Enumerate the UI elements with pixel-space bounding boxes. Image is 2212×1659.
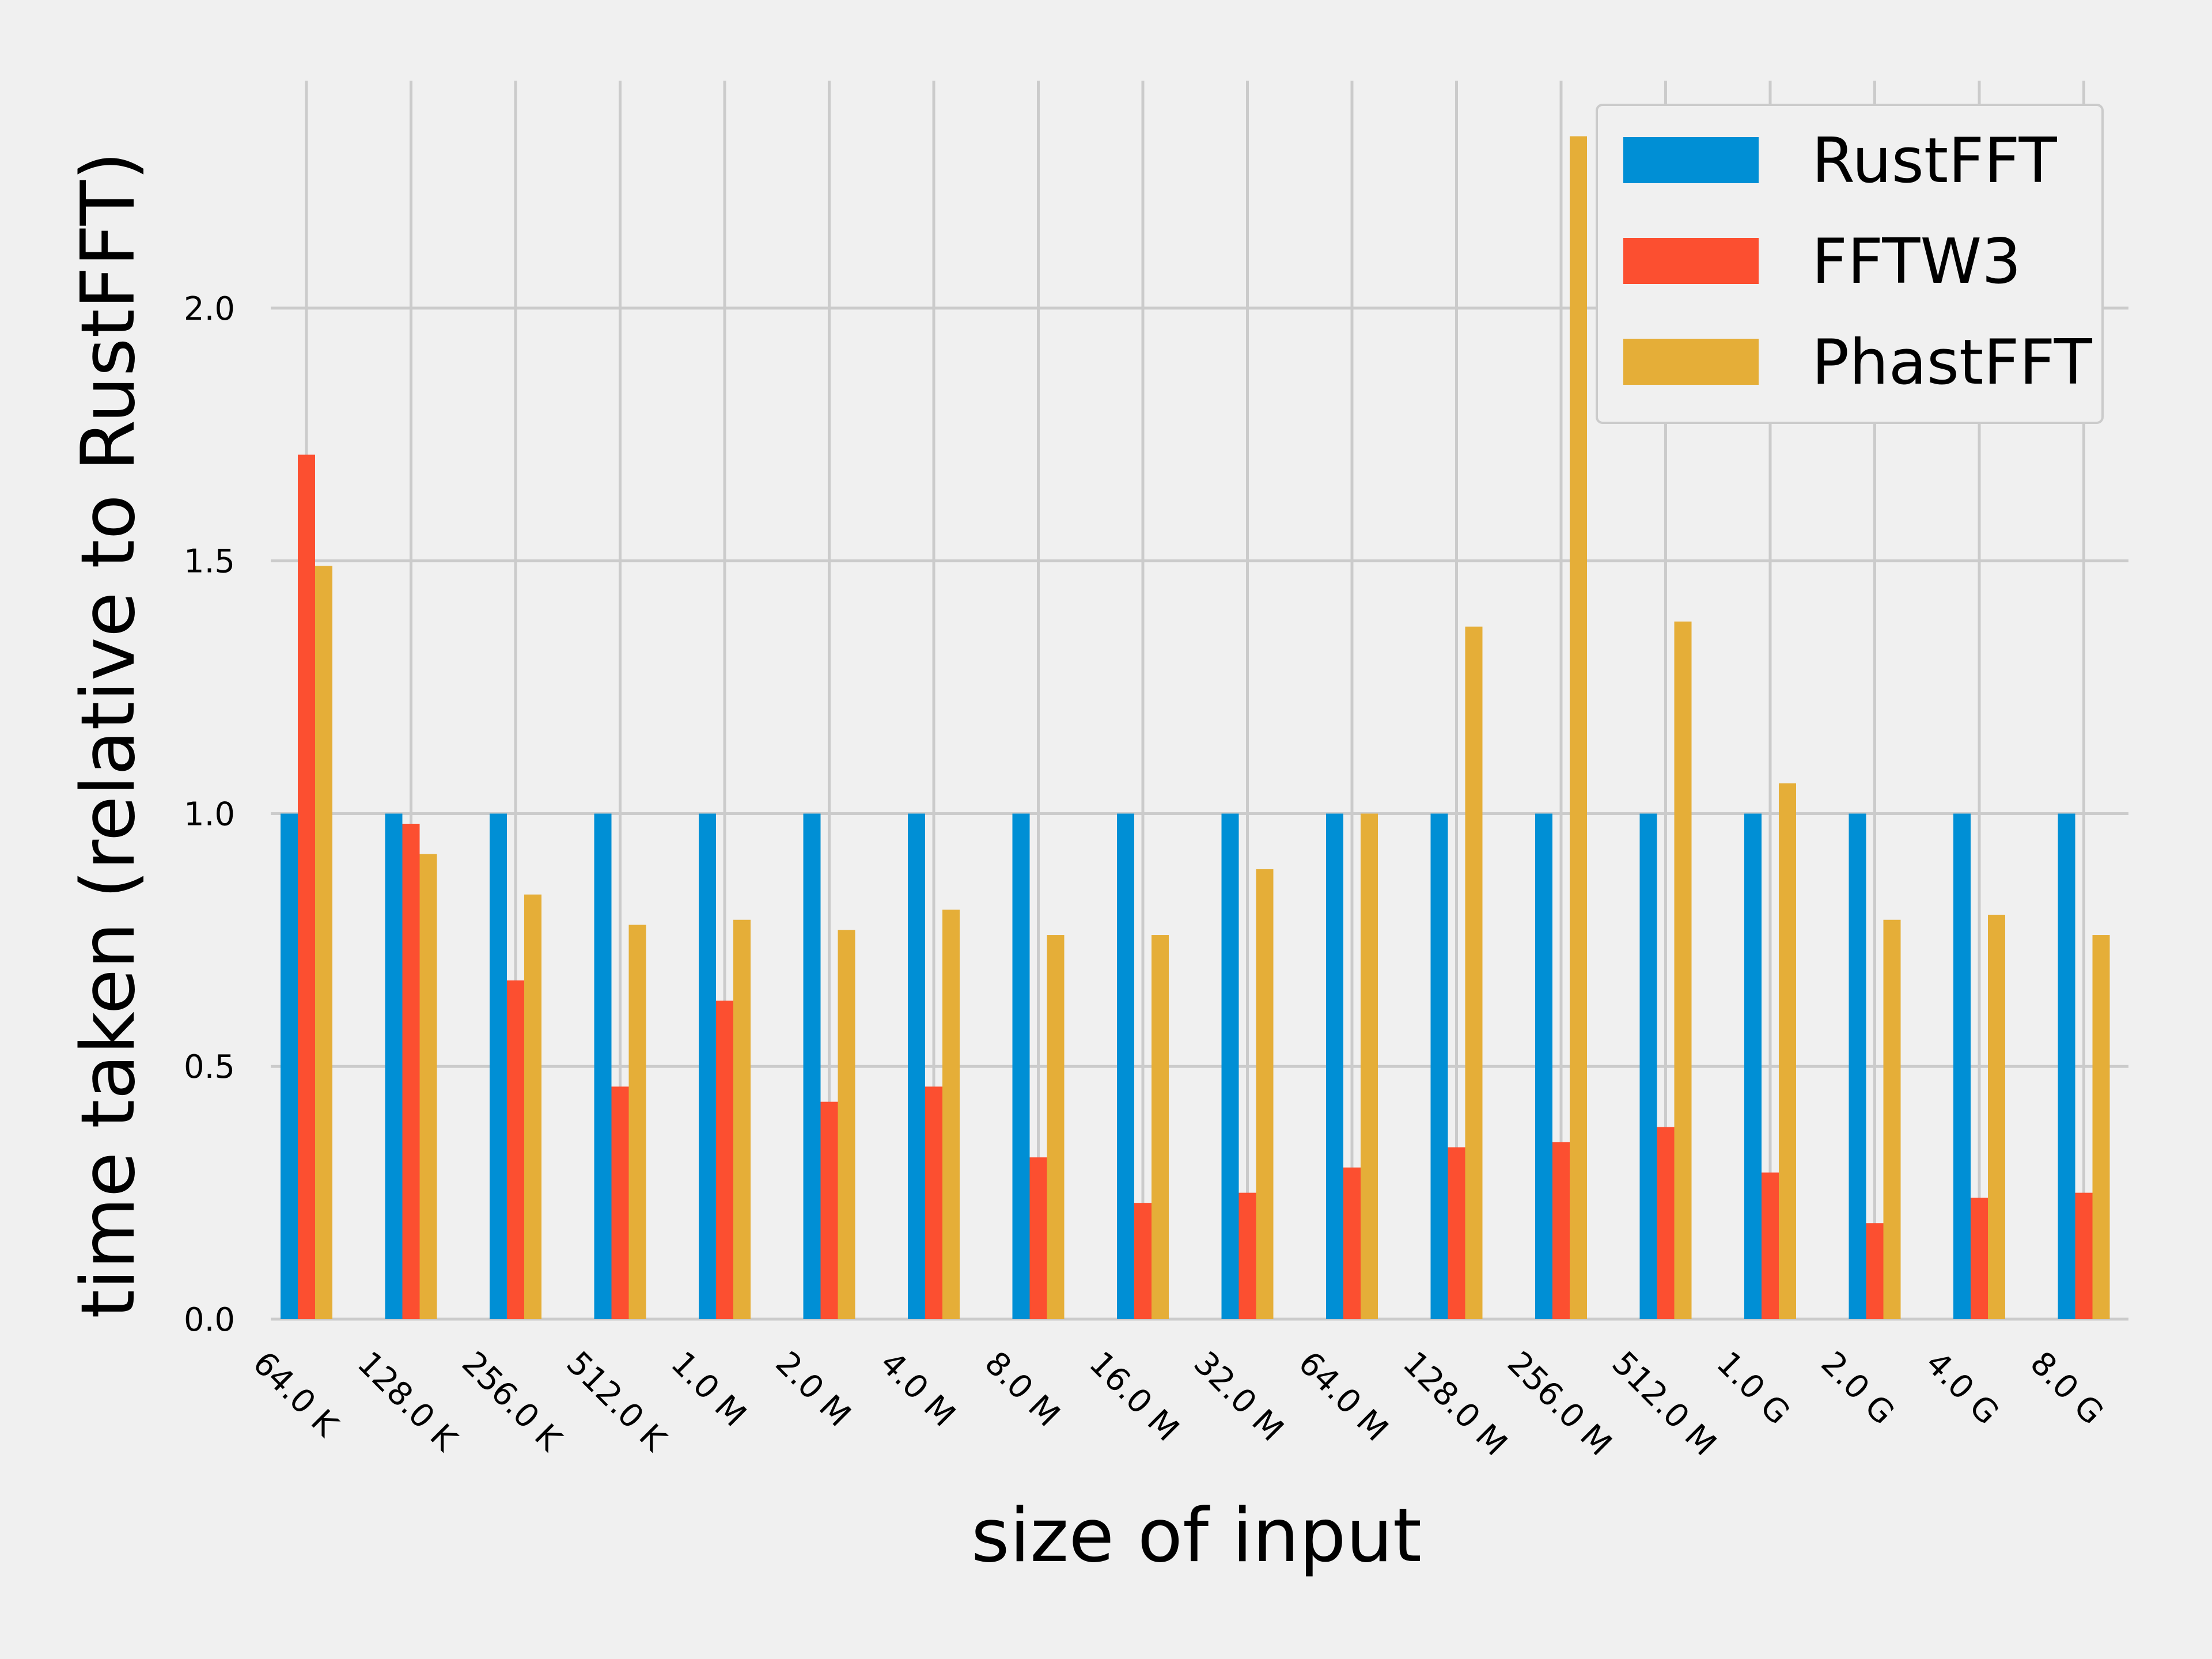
bar-rustfft <box>1221 813 1239 1319</box>
bar-fftw3 <box>820 1101 838 1319</box>
bar-rustfft <box>385 813 403 1319</box>
bar-fftw3 <box>1448 1147 1465 1319</box>
y-axis-label: time taken (relative to RustFFT) <box>66 151 151 1319</box>
bar-fftw3 <box>1762 1172 1779 1319</box>
bar-rustfft <box>2058 813 2075 1319</box>
bar-rustfft <box>803 813 821 1319</box>
y-tick-label: 0.5 <box>184 1048 235 1086</box>
bar-phastfft <box>838 930 855 1319</box>
bar-fftw3 <box>1971 1198 1988 1319</box>
bar-phastfft <box>1047 935 1065 1319</box>
y-tick-label: 1.5 <box>184 543 235 581</box>
y-tick-label: 1.0 <box>184 796 235 833</box>
bar-fftw3 <box>298 454 315 1320</box>
bar-rustfft <box>1849 813 1866 1319</box>
bars <box>281 136 2110 1320</box>
bar-phastfft <box>1361 813 1378 1319</box>
bar-rustfft <box>1639 813 1657 1319</box>
bar-phastfft <box>1465 626 1483 1319</box>
x-axis-label: size of input <box>971 1493 1422 1579</box>
bar-rustfft <box>1430 813 1448 1319</box>
bar-phastfft <box>524 894 541 1319</box>
bar-phastfft <box>1779 783 1796 1319</box>
bar-fftw3 <box>402 824 420 1319</box>
legend: RustFFT FFTW3 PhastFFT <box>1596 104 2104 424</box>
bar-phastfft <box>315 566 332 1319</box>
bar-fftw3 <box>611 1086 629 1319</box>
bar-phastfft <box>1674 621 1692 1319</box>
bar-phastfft <box>1883 919 1901 1319</box>
bar-fftw3 <box>1657 1127 1675 1319</box>
y-tick-label: 0.0 <box>184 1301 235 1339</box>
bar-phastfft <box>733 919 751 1319</box>
bar-rustfft <box>699 813 716 1319</box>
legend-swatch-rustfft <box>1623 137 1759 183</box>
bar-phastfft <box>1570 136 1587 1320</box>
bar-rustfft <box>594 813 612 1319</box>
bar-phastfft <box>942 910 960 1319</box>
bar-fftw3 <box>1238 1192 1256 1319</box>
bar-rustfft <box>281 813 298 1319</box>
bar-rustfft <box>1326 813 1343 1319</box>
bar-phastfft <box>1152 935 1169 1319</box>
legend-label: RustFFT <box>1812 125 2058 197</box>
bar-fftw3 <box>1134 1203 1152 1319</box>
y-tick-label: 2.0 <box>184 290 235 328</box>
bar-phastfft <box>628 925 646 1319</box>
bar-phastfft <box>2092 935 2110 1319</box>
bar-fftw3 <box>1343 1167 1361 1319</box>
bar-rustfft <box>1117 813 1134 1319</box>
bar-fftw3 <box>1552 1142 1570 1319</box>
bar-rustfft <box>1535 813 1552 1319</box>
bar-rustfft <box>490 813 507 1319</box>
bar-fftw3 <box>925 1086 942 1319</box>
bar-rustfft <box>908 813 925 1319</box>
bar-fftw3 <box>1866 1223 1884 1319</box>
bar-fftw3 <box>507 980 524 1319</box>
legend-label: FFTW3 <box>1812 226 2021 298</box>
bar-rustfft <box>1012 813 1030 1319</box>
legend-swatch-phastfft <box>1623 339 1759 385</box>
legend-swatch-fftw3 <box>1623 238 1759 284</box>
bar-fftw3 <box>2075 1192 2093 1319</box>
bar-fftw3 <box>716 1001 733 1319</box>
bar-phastfft <box>419 854 437 1319</box>
bar-rustfft <box>1744 813 1762 1319</box>
bar-rustfft <box>1953 813 1971 1319</box>
legend-label: PhastFFT <box>1812 327 2093 399</box>
bar-phastfft <box>1256 869 1274 1319</box>
bar-phastfft <box>1988 914 2005 1319</box>
bar-fftw3 <box>1029 1157 1047 1319</box>
